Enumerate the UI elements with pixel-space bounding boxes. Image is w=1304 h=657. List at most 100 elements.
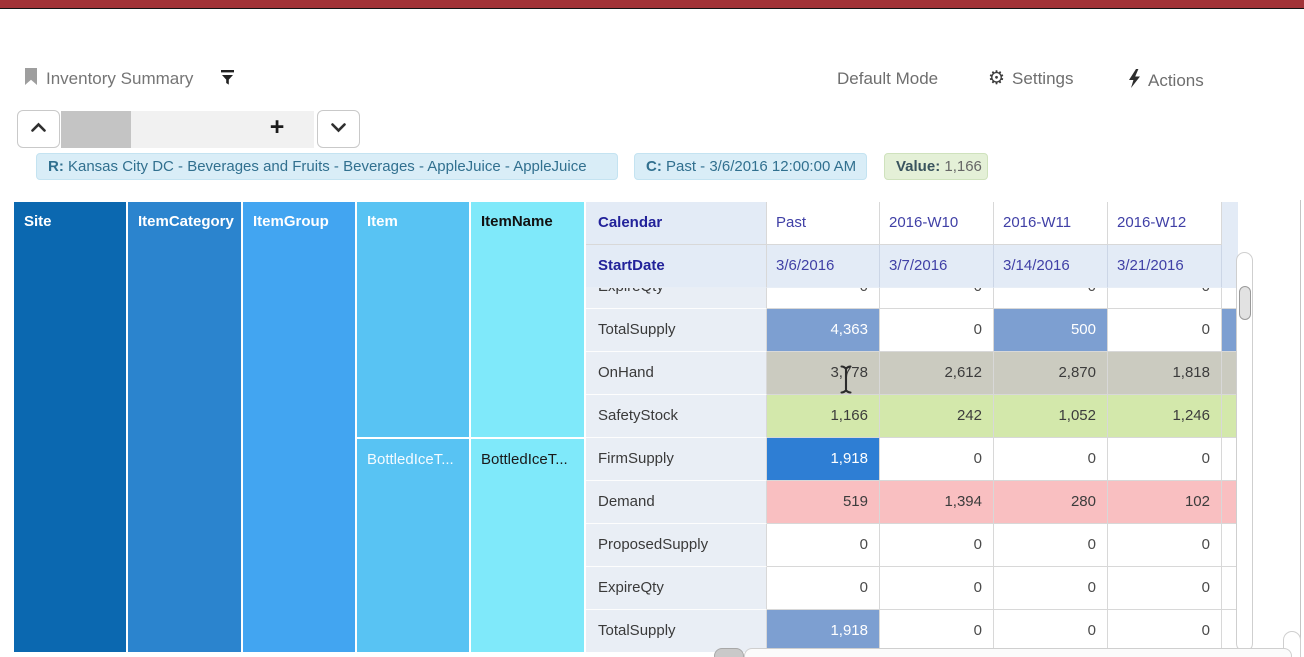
column-context-chip[interactable]: C: Past - 3/6/2016 12:00:00 AM: [634, 153, 867, 180]
row-label[interactable]: Demand: [586, 481, 767, 524]
horizontal-scrollbar-track[interactable]: [744, 648, 1292, 657]
calendar-col-w10[interactable]: 2016-W10: [880, 202, 994, 245]
row-demand: Demand 519 1,394 280 102: [586, 481, 1238, 524]
pivot-cell[interactable]: 0: [994, 438, 1108, 481]
pivot-cell[interactable]: 0: [1108, 567, 1222, 610]
chevron-down-icon: [330, 120, 347, 138]
row-chip-text: Kansas City DC - Beverages and Fruits - …: [63, 158, 587, 175]
pivot-cell[interactable]: 0: [1108, 610, 1222, 652]
zoom-scrollbar-thumb[interactable]: [61, 111, 131, 148]
default-mode-button[interactable]: Default Mode: [837, 69, 939, 88]
row-onhand: OnHand 3,778 2,612 2,870 1,818: [586, 352, 1238, 395]
calendar-col-w12[interactable]: 2016-W12: [1108, 202, 1222, 245]
expand-plus-button[interactable]: +: [269, 113, 285, 141]
pivot-cell[interactable]: 4,363: [767, 309, 880, 352]
pivot-cell-partial: [1222, 309, 1238, 352]
startdate-header-row: StartDate 3/6/2016 3/7/2016 3/14/2016 3/…: [586, 245, 1238, 288]
pivot-cell[interactable]: 1,818: [1108, 352, 1222, 395]
pivot-cell[interactable]: 2,870: [994, 352, 1108, 395]
pivot-cell[interactable]: 1,246: [1108, 395, 1222, 438]
pivot-cell[interactable]: 3,778: [767, 352, 880, 395]
row-label[interactable]: FirmSupply: [586, 438, 767, 481]
pivot-cell[interactable]: 242: [880, 395, 994, 438]
column-header-itemcategory[interactable]: ItemCategory: [138, 213, 234, 230]
startdate-w10[interactable]: 3/7/2016: [880, 245, 994, 288]
pivot-cell[interactable]: 280: [994, 481, 1108, 524]
row-label[interactable]: TotalSupply: [586, 610, 767, 652]
startdate-w11[interactable]: 3/14/2016: [994, 245, 1108, 288]
calendar-col-partial: [1222, 202, 1238, 245]
calendar-label[interactable]: Calendar: [586, 202, 767, 245]
pivot-cell[interactable]: 0: [767, 524, 880, 567]
column-header-itemgroup[interactable]: ItemGroup: [253, 213, 329, 230]
column-site[interactable]: Site: [14, 202, 128, 652]
column-header-itemname[interactable]: ItemName: [481, 213, 553, 230]
column-item[interactable]: Item BottledIceT...: [357, 202, 471, 652]
settings-button[interactable]: ⚙ Settings: [988, 69, 1073, 89]
pivot-table: Site ItemCategory ItemGroup Item Bottled…: [14, 202, 1238, 652]
row-label[interactable]: TotalSupply: [586, 309, 767, 352]
value-chip-prefix: Value:: [896, 158, 941, 175]
pivot-cell[interactable]: 0: [994, 524, 1108, 567]
scroll-up-button[interactable]: [17, 110, 60, 148]
startdate-label[interactable]: StartDate: [586, 245, 767, 288]
pivot-cell[interactable]: 500: [994, 309, 1108, 352]
startdate-past[interactable]: 3/6/2016: [767, 245, 880, 288]
pivot-cell-partial: [1222, 288, 1238, 309]
pivot-cell[interactable]: 0: [880, 610, 994, 652]
pivot-cell[interactable]: 0: [767, 567, 880, 610]
pivot-cell[interactable]: 0: [880, 567, 994, 610]
pivot-cell[interactable]: 0: [880, 309, 994, 352]
pivot-cell[interactable]: 0: [994, 288, 1108, 309]
calendar-col-past[interactable]: Past: [767, 202, 880, 245]
pivot-cell[interactable]: 0: [767, 288, 880, 309]
zoom-scrollbar-track[interactable]: +: [61, 111, 314, 148]
pivot-cell[interactable]: 519: [767, 481, 880, 524]
filter-icon[interactable]: [220, 69, 235, 91]
pivot-cell[interactable]: 0: [1108, 438, 1222, 481]
pivot-cell[interactable]: 0: [880, 438, 994, 481]
scroll-down-button[interactable]: [317, 110, 360, 148]
pivot-cell[interactable]: 2,612: [880, 352, 994, 395]
panel-right-border: [1300, 200, 1301, 657]
vertical-scrollbar-thumb[interactable]: [1239, 286, 1251, 320]
startdate-w12[interactable]: 3/21/2016: [1108, 245, 1222, 288]
pivot-cell[interactable]: 1,052: [994, 395, 1108, 438]
pivot-cell[interactable]: 0: [880, 288, 994, 309]
row-label[interactable]: OnHand: [586, 352, 767, 395]
pivot-cell[interactable]: 0: [1108, 288, 1222, 309]
pivot-cell[interactable]: 102: [1108, 481, 1222, 524]
row-expireqty-clipped: ExpireQty 0 0 0 0: [586, 288, 1238, 309]
top-accent-bar: [0, 0, 1304, 9]
pivot-cell[interactable]: 1,394: [880, 481, 994, 524]
value-chip-text: 1,166: [940, 158, 982, 175]
lightning-icon: [1128, 69, 1141, 93]
column-header-site[interactable]: Site: [24, 213, 52, 230]
actions-label: Actions: [1148, 71, 1204, 90]
row-label[interactable]: ExpireQty: [586, 288, 767, 309]
row-label[interactable]: SafetyStock: [586, 395, 767, 438]
column-header-item[interactable]: Item: [367, 213, 398, 230]
column-itemcategory[interactable]: ItemCategory: [128, 202, 243, 652]
pivot-cell[interactable]: 1,918: [767, 438, 880, 481]
horizontal-scrollbar-thumb[interactable]: [714, 648, 744, 657]
pivot-cell[interactable]: 1,918: [767, 610, 880, 652]
value-chip[interactable]: Value: 1,166: [884, 153, 988, 180]
column-itemgroup[interactable]: ItemGroup: [243, 202, 357, 652]
row-label[interactable]: ProposedSupply: [586, 524, 767, 567]
row-label[interactable]: ExpireQty: [586, 567, 767, 610]
calendar-col-w11[interactable]: 2016-W11: [994, 202, 1108, 245]
pivot-cell[interactable]: 0: [1108, 309, 1222, 352]
actions-button[interactable]: Actions: [1128, 69, 1204, 93]
pivot-cell[interactable]: 0: [994, 610, 1108, 652]
row-context-chip[interactable]: R: Kansas City DC - Beverages and Fruits…: [36, 153, 618, 180]
pivot-cell[interactable]: 0: [994, 567, 1108, 610]
itemname-cell[interactable]: BottledIceT...: [471, 437, 584, 652]
row-chip-prefix: R:: [48, 158, 64, 175]
pivot-cell[interactable]: 1,166: [767, 395, 880, 438]
column-itemname[interactable]: ItemName BottledIceT...: [471, 202, 586, 652]
item-cell[interactable]: BottledIceT...: [357, 437, 469, 652]
pivot-cell[interactable]: 0: [880, 524, 994, 567]
pivot-cell[interactable]: 0: [1108, 524, 1222, 567]
pivot-cell-partial: [1222, 610, 1238, 652]
